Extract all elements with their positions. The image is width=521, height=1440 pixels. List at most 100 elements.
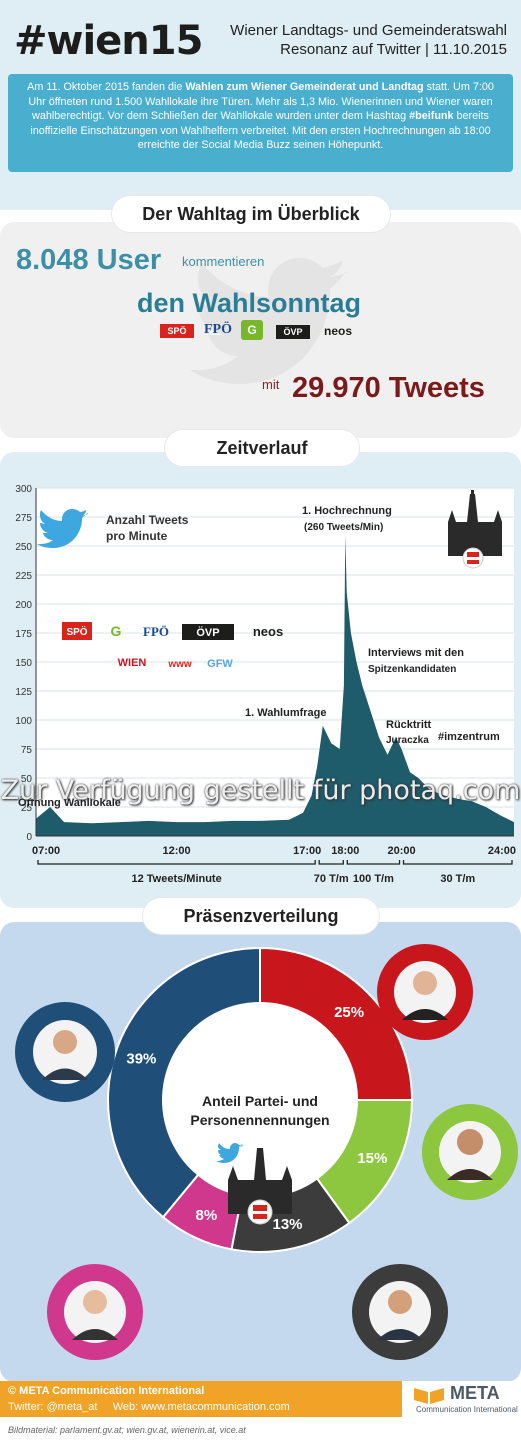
party-logo-fpoe: FPÖ [204, 322, 232, 337]
portrait-red-avatar [377, 944, 473, 1040]
portrait-pink-avatar [47, 1264, 143, 1360]
rate-bracket [37, 860, 316, 865]
rate-bracket [402, 860, 513, 865]
chart-logo-gruene: G [111, 623, 122, 639]
y-tick-labels: 0 25 50 75 100 125 150 175 200 225 250 275 300 [15, 484, 32, 843]
meta-brand-sub: Communication International [416, 1405, 518, 1414]
y-tick-label: 100 [15, 716, 32, 727]
section-title-overview: Der Wahltag im Überblick [112, 196, 390, 232]
portrait-black-avatar [352, 1264, 448, 1360]
donut-slice-label: 25% [334, 1004, 364, 1021]
chart-logo-spoe-bg [62, 622, 92, 640]
annotation-sublabel: (260 Tweets/Min) [304, 522, 383, 533]
annotation-sublabel: Juraczka [386, 735, 429, 746]
city-hall-icon [448, 490, 502, 569]
meta-brand-name: META [450, 1383, 500, 1403]
donut-city-hall-icon [228, 1148, 292, 1225]
users-line2: den Wahlsonntag [137, 288, 361, 318]
annotation-label: 1. Wahlumfrage [245, 707, 327, 719]
rate-label: 100 T/m [353, 873, 394, 885]
rate-bracket [346, 860, 401, 865]
y-tick-label: 275 [15, 513, 32, 524]
rate-label: 30 T/m [440, 873, 475, 885]
section-title-timeline: Zeitverlauf [165, 430, 359, 466]
rate-label: 70 T/m [314, 873, 349, 885]
donut-center-line1: Anteil Partei- und [202, 1093, 318, 1109]
x-tick-label: 18:00 [331, 845, 359, 857]
rate-bracket [318, 860, 344, 865]
meta-logo-icon [414, 1388, 444, 1404]
twitter-bird-icon [37, 509, 88, 548]
tweets-prefix: mit [262, 377, 280, 392]
rate-brackets: 12 Tweets/Minute 70 T/m 100 T/m 30 T/m [37, 860, 513, 885]
users-label: kommentieren [182, 254, 265, 269]
annotation-label: Rücktritt [386, 719, 432, 731]
intro-text-bold-2: #beifunk [409, 110, 454, 122]
annotation-sublabel: Spitzenkandidaten [368, 664, 456, 675]
footer-copyright: © META Communication International [8, 1385, 205, 1397]
donut-slice-label: 39% [126, 1050, 156, 1067]
party-logo-spoe: SPÖ [160, 324, 194, 338]
annotation-label: 1. Hochrechnung [302, 505, 392, 517]
y-tick-label: 50 [21, 774, 33, 785]
intro-text-1: Am 11. Oktober 2015 fanden die [27, 81, 186, 93]
donut-labels: 25% 15% 13% 8% 39% [126, 1004, 387, 1233]
annotation-label: Öffnung Wahllokale [18, 796, 121, 809]
y-tick-label: 25 [21, 803, 33, 814]
donut-slice-label: 13% [272, 1216, 302, 1233]
chart-logo-oevp: ÖVP [196, 626, 219, 639]
y-tick-label: 0 [26, 832, 32, 843]
party-logo-gruene: G [241, 320, 263, 340]
x-tick-label: 20:00 [387, 845, 415, 857]
chart-logo-spoe: SPÖ [66, 625, 87, 638]
portrait-blue-avatar [15, 1002, 115, 1102]
x-tick-label: 17:00 [293, 845, 321, 857]
y-tick-label: 300 [15, 484, 32, 495]
y-tick-label: 150 [15, 658, 32, 669]
chart-logo-neos: neos [253, 624, 283, 639]
chart-logo-www: www [167, 659, 192, 670]
chart-logo-wien-anders: WIEN [118, 657, 147, 669]
chart-logo-fpoe: FPÖ [143, 624, 169, 639]
annotation-label: #imzentrum [438, 731, 500, 743]
y-tick-label: 75 [21, 745, 33, 756]
party-logo-oevp: ÖVP [276, 325, 310, 339]
footer-social: Twitter: @meta_at Web: www.metacommunica… [8, 1401, 290, 1413]
x-tick-label: 24:00 [488, 845, 516, 857]
legend-title-line1: Anzahl Tweets [106, 513, 189, 527]
x-tick-labels: 07:00 12:00 17:00 18:00 20:00 24:00 [32, 845, 516, 857]
chart-annotations: Öffnung Wahllokale 1. Wahlumfrage 1. Hochr… [18, 505, 500, 809]
chart-logo-oevp-bg [182, 624, 234, 640]
tweets-count: 29.970 Tweets [292, 372, 485, 404]
hashtag-title: #wien15 [14, 18, 203, 64]
section-title-pie: Präsenzverteilung [143, 898, 379, 934]
intro-text-3: bereits inoffizielle Einschätzungen von … [30, 110, 491, 151]
intro-text-bold-1: Wahlen zum Wiener Gemeinderat und Landta… [185, 81, 424, 93]
y-tick-label: 125 [15, 687, 32, 698]
y-grid [36, 487, 514, 837]
rate-label: 12 Tweets/Minute [131, 873, 221, 885]
x-tick-label: 07:00 [32, 845, 60, 857]
tweets-area-series [36, 534, 514, 836]
x-tick-label: 12:00 [163, 845, 191, 857]
users-count: 8.048 User [16, 244, 162, 276]
party-logo-neos: neos [323, 324, 352, 338]
y-tick-label: 200 [15, 600, 32, 611]
y-tick-label: 250 [15, 542, 32, 553]
twitter-bird-watermark-icon [190, 258, 348, 384]
donut-center-line2: Personennennungen [190, 1112, 329, 1128]
tweets-per-minute-chart: 0 25 50 75 100 125 150 175 200 225 250 275 300 07:00… [15, 484, 516, 885]
portrait-green-avatar [422, 1104, 518, 1200]
subtitle-line1: Wiener Landtags- und Gemeinderatswahl [230, 22, 507, 39]
watermark-text: Zur Verfügung gestellt für photaq.com [0, 775, 521, 806]
donut-slice-label: 8% [196, 1207, 218, 1224]
y-tick-label: 175 [15, 629, 32, 640]
legend-title-line2: pro Minute [106, 529, 168, 543]
donut-twitter-icon [216, 1143, 243, 1163]
intro-box: Am 11. Oktober 2015 fanden die Wahlen zu… [8, 74, 513, 172]
donut-slice-label: 15% [357, 1150, 387, 1167]
y-tick-label: 225 [15, 571, 32, 582]
chart-logo-gfw: GFW [207, 658, 233, 670]
intro-text-2: statt. Um 7:00 Uhr öffneten rund 1.500 W… [28, 81, 494, 122]
annotation-label: Interviews mit den [368, 647, 464, 659]
